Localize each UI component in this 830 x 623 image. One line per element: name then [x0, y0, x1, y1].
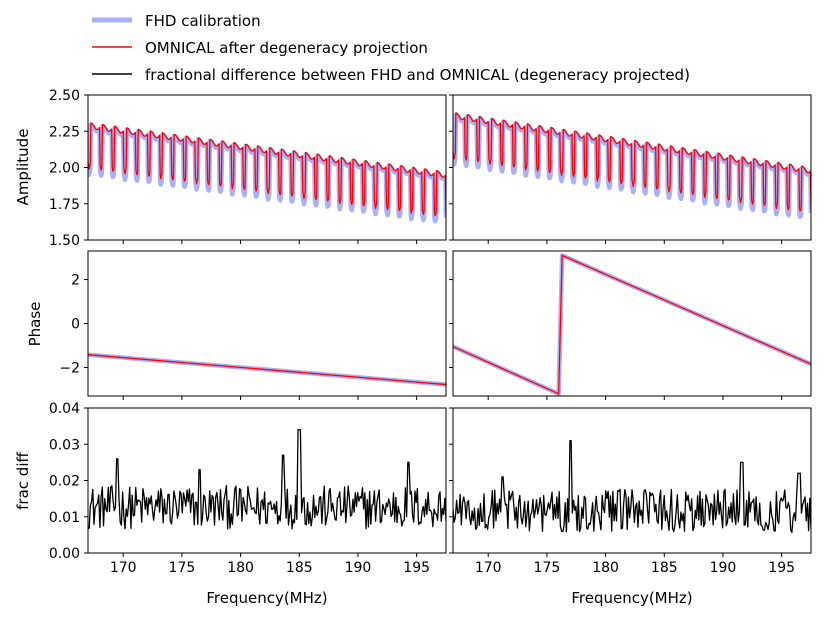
panel-right-row-0 [449, 94, 812, 244]
legend-label-fracdiff: fractional difference between FHD and OM… [145, 66, 690, 84]
legend: FHD calibration OMNICAL after degeneracy… [92, 12, 690, 84]
xtick-label: 175 [534, 560, 561, 576]
panel-frame [87, 250, 447, 397]
panel-frame [452, 250, 812, 397]
ytick-label: 0.00 [49, 546, 80, 562]
series-fhd [453, 253, 811, 396]
series-frac-diff [453, 439, 811, 534]
panel-left-row-1: −2 0 2 [59, 250, 447, 400]
ytick-label: 2.50 [49, 88, 80, 104]
xtick-label: 180 [227, 560, 254, 576]
ytick-label: −2 [59, 360, 80, 376]
ytick-label: 0 [71, 317, 80, 333]
xtick-label: 170 [475, 560, 502, 576]
series-omnical [88, 122, 446, 217]
ytick-label: 1.75 [49, 197, 80, 213]
panel-right-row-2: 170 175 180 185 190 195 [449, 407, 812, 576]
xtick-label: 190 [345, 560, 372, 576]
ytick-label: 0.02 [49, 474, 80, 490]
series-omnical [88, 354, 446, 386]
xtick-label: 180 [592, 560, 619, 576]
xlabel-right: Frequency(MHz) [571, 589, 692, 607]
ytick-label: 2 [71, 273, 80, 289]
xtick-label: 195 [403, 560, 430, 576]
panel-right-row-1 [449, 250, 812, 400]
xtick-label: 175 [169, 560, 196, 576]
xtick-label: 190 [710, 560, 737, 576]
panel-left-row-2: 170 175 180 185 190 195 0.00 0.01 0.02 0.03 0.04 [49, 401, 447, 576]
xtick-label: 185 [651, 560, 678, 576]
series-frac-diff [88, 429, 446, 530]
xtick-label: 185 [286, 560, 313, 576]
xlabel-left: Frequency(MHz) [206, 589, 327, 607]
xtick-label: 170 [110, 560, 137, 576]
legend-label-omnical: OMNICAL after degeneracy projection [145, 39, 428, 57]
labels: Amplitude Phase frac diff Frequency(MHz)… [14, 129, 693, 607]
ytick-label: 2.25 [49, 124, 80, 140]
ytick-label: 0.03 [49, 437, 80, 453]
panel-left-row-0: 1.50 1.75 2.00 2.25 2.50 [49, 88, 447, 249]
ylabel-amplitude: Amplitude [14, 129, 32, 206]
panel-frame [452, 407, 812, 554]
legend-label-fhd: FHD calibration [145, 12, 261, 30]
series-omnical [453, 112, 811, 212]
panel-frame [87, 407, 447, 554]
ylabel-phase: Phase [26, 302, 44, 347]
ytick-label: 1.50 [49, 233, 80, 249]
ytick-label: 0.04 [49, 401, 80, 417]
xtick-label: 195 [768, 560, 795, 576]
series-omnical [453, 254, 811, 395]
ytick-label: 2.00 [49, 161, 80, 177]
ylabel-frac-diff: frac diff [14, 452, 32, 510]
ytick-label: 0.01 [49, 510, 80, 526]
